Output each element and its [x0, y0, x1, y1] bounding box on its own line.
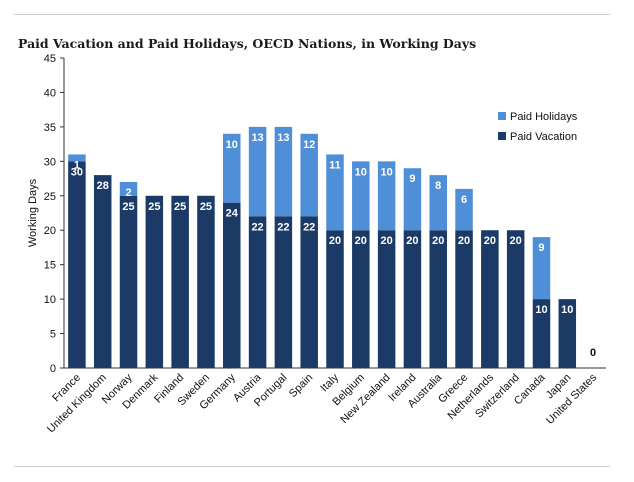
bar-paid-vacation — [93, 175, 112, 368]
bar-label-paid-vacation: 25 — [122, 201, 134, 213]
bar-label-paid-vacation: 25 — [174, 201, 186, 213]
bar-label-paid-vacation: 10 — [561, 304, 573, 316]
bar-label-paid-holidays: 10 — [380, 166, 392, 178]
bar-paid-holidays — [532, 237, 551, 300]
bar-paid-vacation — [68, 161, 86, 368]
y-tick-label: 25 — [44, 191, 56, 203]
bar-paid-vacation — [119, 195, 138, 368]
bar-label-paid-vacation: 10 — [535, 304, 547, 316]
bar-label-paid-holidays: 6 — [461, 194, 467, 206]
bar-paid-vacation — [300, 216, 318, 368]
bar-paid-holidays — [274, 126, 293, 217]
bar-label-paid-vacation: 22 — [251, 221, 263, 233]
bar-paid-holidays — [326, 154, 344, 231]
y-axis-label: Working Days — [27, 178, 39, 247]
bar-paid-vacation — [274, 216, 293, 368]
bar-label-paid-vacation: 20 — [432, 235, 444, 247]
bar-label-paid-vacation: 24 — [226, 208, 239, 220]
bar-paid-vacation — [377, 230, 396, 368]
bar-label-paid-vacation: 22 — [303, 221, 315, 233]
bar-paid-holidays — [68, 154, 86, 162]
bar-paid-vacation — [248, 216, 267, 368]
bottom-rule — [14, 466, 610, 467]
y-tick-label: 10 — [44, 294, 56, 306]
chart-title: Paid Vacation and Paid Holidays, OECD Na… — [18, 36, 477, 51]
y-tick-label: 15 — [44, 260, 56, 272]
bar-paid-vacation — [558, 299, 577, 368]
bar-label-paid-holidays: 1 — [74, 159, 80, 171]
bar-label-paid-vacation: 20 — [406, 235, 418, 247]
bar-label-paid-holidays: 10 — [355, 166, 367, 178]
bar-label-paid-holidays: 9 — [409, 173, 415, 185]
bar-paid-holidays — [119, 182, 138, 196]
bar-label-paid-vacation: 20 — [355, 235, 367, 247]
y-tick-label: 45 — [44, 53, 56, 65]
bar-paid-vacation — [197, 195, 215, 368]
y-tick-label: 35 — [44, 122, 56, 134]
bar-paid-vacation — [326, 230, 344, 368]
bar-paid-vacation — [352, 230, 370, 368]
bar-label-paid-vacation: 20 — [510, 235, 522, 247]
bar-label-paid-holidays: 2 — [125, 187, 131, 199]
y-tick-label: 5 — [50, 329, 56, 341]
legend-label-paid-holidays: Paid Holidays — [510, 111, 578, 123]
bar-label-zero: 0 — [590, 347, 596, 359]
bar-paid-holidays — [223, 133, 241, 203]
bar-label-paid-holidays: 12 — [303, 139, 315, 151]
bar-paid-holidays — [429, 175, 447, 231]
bar-label-paid-holidays: 13 — [277, 132, 289, 144]
bar-paid-vacation — [145, 195, 164, 368]
y-tick-label: 20 — [44, 225, 56, 237]
bar-paid-holidays — [352, 161, 370, 231]
legend-swatch-paid-vacation — [498, 132, 506, 140]
bar-label-paid-vacation: 20 — [458, 235, 470, 247]
bar-paid-vacation — [532, 299, 551, 368]
bar-paid-vacation — [455, 230, 473, 368]
bar-paid-holidays — [455, 188, 473, 231]
bar-paid-holidays — [300, 133, 318, 217]
bar-label-paid-holidays: 13 — [251, 132, 263, 144]
bar-paid-holidays — [248, 126, 267, 217]
bar-label-paid-holidays: 8 — [435, 180, 441, 192]
legend-swatch-paid-holidays — [498, 112, 506, 120]
bar-paid-vacation — [506, 230, 525, 368]
bar-paid-vacation — [223, 202, 241, 368]
bar-paid-holidays — [403, 168, 422, 231]
bar-label-paid-vacation: 20 — [329, 235, 341, 247]
bar-label-paid-vacation: 22 — [277, 221, 289, 233]
bar-paid-vacation — [171, 195, 189, 368]
y-tick-label: 30 — [44, 156, 56, 168]
bar-label-paid-holidays: 9 — [538, 242, 544, 254]
bar-paid-vacation — [403, 230, 422, 368]
bar-label-paid-holidays: 11 — [329, 159, 341, 171]
top-rule — [14, 14, 610, 15]
bar-label-paid-vacation: 30 — [71, 166, 83, 178]
bar-paid-vacation — [429, 230, 447, 368]
bar-paid-holidays — [377, 161, 396, 231]
bar-label-paid-vacation: 28 — [97, 180, 109, 192]
bar-label-paid-holidays: 10 — [226, 139, 238, 151]
bar-label-paid-vacation: 25 — [148, 201, 160, 213]
x-tick-label: Spain — [287, 372, 315, 400]
y-tick-label: 0 — [50, 363, 56, 375]
legend-label-paid-vacation: Paid Vacation — [510, 131, 577, 143]
bar-label-paid-vacation: 20 — [380, 235, 392, 247]
y-tick-label: 40 — [44, 87, 56, 99]
bar-paid-vacation — [481, 230, 499, 368]
bar-label-paid-vacation: 25 — [200, 201, 212, 213]
bar-label-paid-vacation: 20 — [484, 235, 496, 247]
